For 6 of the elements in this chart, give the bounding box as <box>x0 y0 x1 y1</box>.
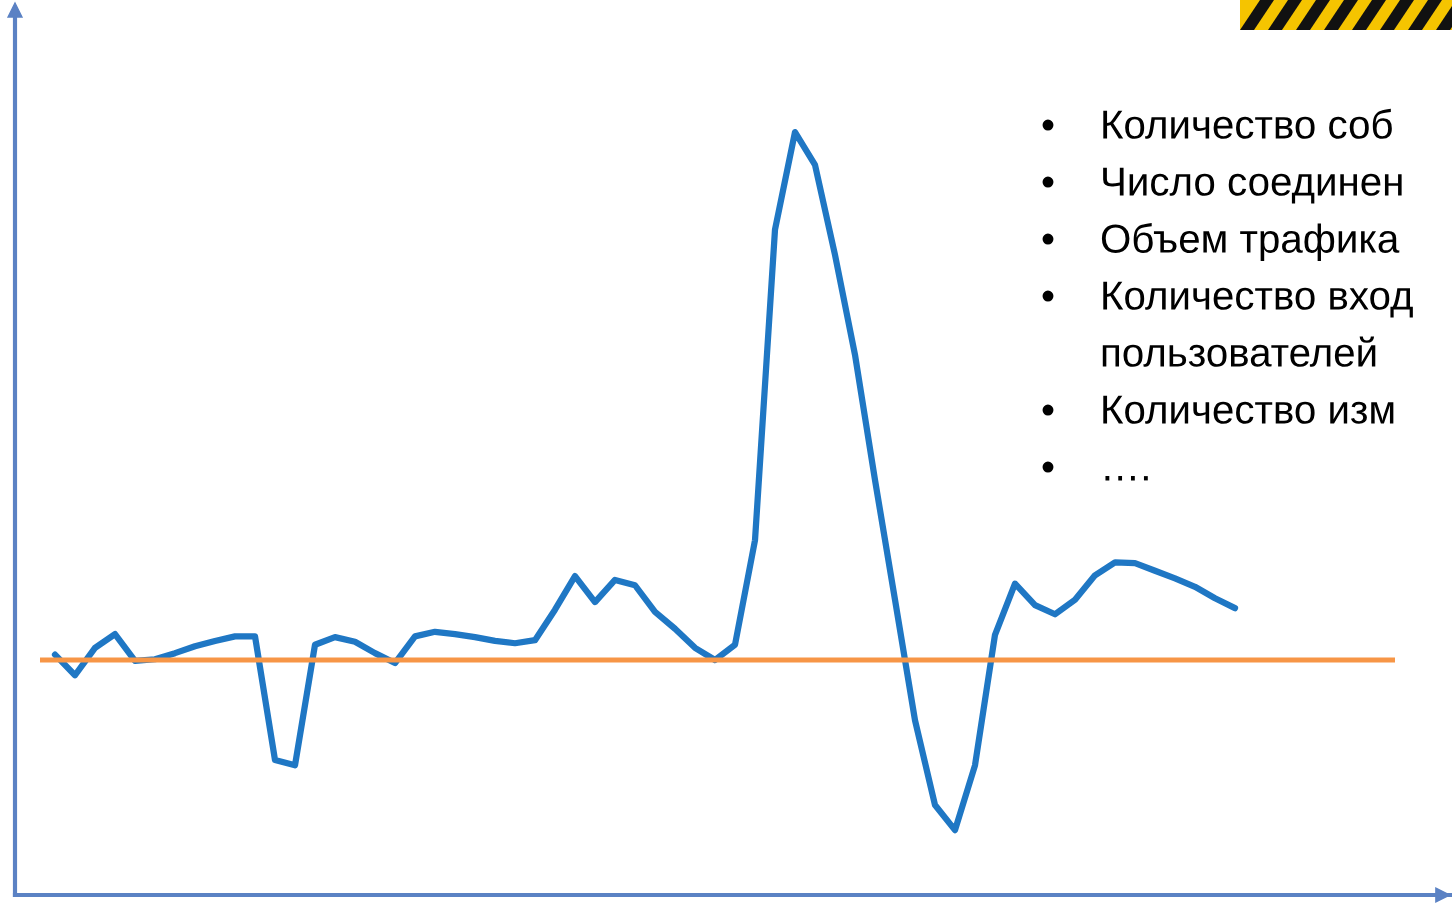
text: • Число соединен <box>1042 167 1402 204</box>
text: • …. <box>1042 461 1148 481</box>
text: • Количество изм <box>1042 395 1394 424</box>
text: • Количество вход пользователей <box>1042 281 1413 367</box>
text: • Количество соб <box>1042 108 1392 139</box>
text: • Объем трафика <box>1042 223 1400 261</box>
